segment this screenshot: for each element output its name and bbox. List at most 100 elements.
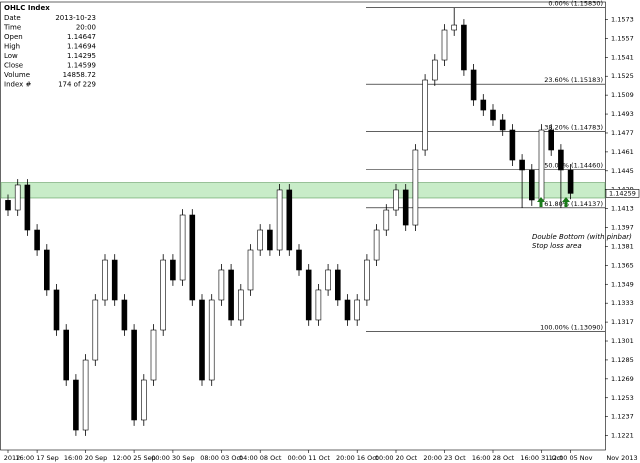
candle-body	[305, 269, 312, 321]
x-tick-label: 00:00 30 Sep	[151, 454, 194, 462]
candle-body	[519, 159, 525, 171]
candle-body	[141, 379, 147, 421]
info-key: Index #	[4, 81, 31, 89]
y-tick-label: 1.1573	[611, 15, 634, 23]
x-tick-label: 16:00 20 Sep	[64, 454, 107, 462]
candle-body	[528, 169, 535, 201]
y-tick-label: 1.1253	[611, 394, 634, 402]
info-value: 20:00	[76, 24, 96, 32]
candle-body	[199, 299, 205, 381]
candle-body	[558, 149, 564, 171]
band-layer	[0, 182, 606, 199]
candle-body	[470, 69, 477, 101]
candle-body	[92, 299, 99, 361]
candle-body	[499, 119, 506, 131]
x-tick-label: 16:00 17 Sep	[15, 454, 58, 462]
candle-body	[441, 29, 448, 61]
y-tick-label: 1.1413	[611, 205, 634, 213]
fib-label: 61.80% (1.14137)	[544, 200, 603, 208]
candle-body	[567, 169, 574, 194]
x-tick-label: 16:00 28 Oct	[472, 454, 515, 462]
fib-layer: 0.00% (1.15830) 23.60% (1.15183) 38.20% (1…	[366, 0, 605, 332]
y-tick-label: 1.1349	[611, 280, 634, 288]
y-tick-label: 1.1509	[611, 91, 634, 99]
x-tick-label: 16:00 31 Oct	[520, 454, 563, 462]
candle-body	[247, 249, 254, 291]
candle-body	[364, 259, 370, 301]
candle-body	[480, 99, 487, 111]
y-tick-label: 1.1333	[611, 299, 634, 307]
candle-body	[383, 209, 390, 231]
info-key: Date	[4, 14, 21, 22]
fib-label: 23.60% (1.15183)	[544, 76, 603, 84]
fib-label: 0.00% (1.15830)	[548, 0, 603, 8]
y-tick-label: 1.1317	[611, 318, 634, 326]
axis-layer: 1.1221 1.1237 1.1253 1.1269 1.1285 1.1301 1.13…	[4, 15, 640, 462]
info-value: 1.14647	[67, 33, 96, 41]
x-tick-label: 00:00 11 Oct	[288, 454, 331, 462]
info-title: OHLC Index	[4, 4, 50, 12]
x-tick-label: 20:00 16 Oct	[336, 454, 379, 462]
fib-label: 100.00% (1.13090)	[540, 324, 603, 332]
candle-body	[34, 229, 40, 251]
candle-body	[451, 24, 458, 31]
info-value: 2013-10-23	[55, 14, 96, 22]
x-tick-label: 12:00 25 Sep	[112, 454, 155, 462]
candle-body	[82, 359, 89, 431]
info-value: 174 of 229	[58, 81, 96, 89]
candle-body	[344, 299, 351, 321]
y-tick-label: 1.1221	[611, 432, 634, 440]
candle-body	[150, 329, 157, 381]
candle-body	[393, 189, 399, 211]
candle-body	[325, 269, 331, 291]
candle-body	[296, 249, 302, 271]
candle-body	[509, 129, 516, 161]
candle-body	[315, 289, 322, 321]
candle-body	[131, 329, 137, 421]
price-box	[605, 189, 640, 198]
candle-body	[548, 129, 555, 151]
info-key: High	[4, 43, 20, 51]
candle-body	[228, 269, 234, 321]
candle-body	[208, 299, 215, 381]
info-key: Low	[4, 52, 18, 60]
candle-body	[24, 184, 31, 231]
candle-body	[63, 329, 70, 381]
candle-body	[490, 109, 496, 121]
x-end-label: Nov 2013	[606, 454, 637, 462]
y-tick-label: 1.1557	[611, 34, 634, 42]
candle-body	[431, 59, 438, 81]
y-tick-label: 1.1461	[611, 148, 634, 156]
highlight-band	[0, 182, 606, 199]
info-value: 1.14694	[67, 43, 96, 51]
y-tick-label: 1.1493	[611, 110, 634, 118]
candle-body	[43, 249, 50, 291]
candle-body	[179, 214, 186, 281]
candle-body	[102, 259, 108, 301]
candle-body	[53, 289, 60, 331]
y-tick-label: 1.1381	[611, 242, 634, 250]
x-tick-label: 00:00 20 Oct	[375, 454, 418, 462]
candle-body	[189, 214, 196, 301]
candle-body	[412, 149, 419, 226]
candle-layer	[5, 7, 574, 436]
arrow	[562, 197, 570, 207]
candle-body	[73, 379, 79, 431]
info-key: Volume	[4, 71, 30, 79]
y-tick-label: 1.1445	[611, 167, 634, 175]
info-panel: OHLC Index Date 2013-10-23 Time 20:00 Open 1.1…	[3, 4, 97, 89]
candle-body	[373, 229, 380, 261]
x-tick-label: 2012	[4, 454, 21, 462]
candle-body	[538, 129, 545, 201]
annotation: Double Bottom (with pinbar)	[532, 233, 632, 241]
info-value: 14858.72	[63, 71, 96, 79]
annotation-arrows	[537, 197, 570, 207]
y-tick-label: 1.1477	[611, 129, 634, 137]
fib-label: 38.20% (1.14783)	[544, 123, 603, 131]
x-tick-label: 20:00 23 Oct	[423, 454, 466, 462]
candle-body	[422, 79, 428, 151]
info-key: Close	[4, 62, 23, 70]
y-tick-label: 1.1269	[611, 375, 634, 383]
